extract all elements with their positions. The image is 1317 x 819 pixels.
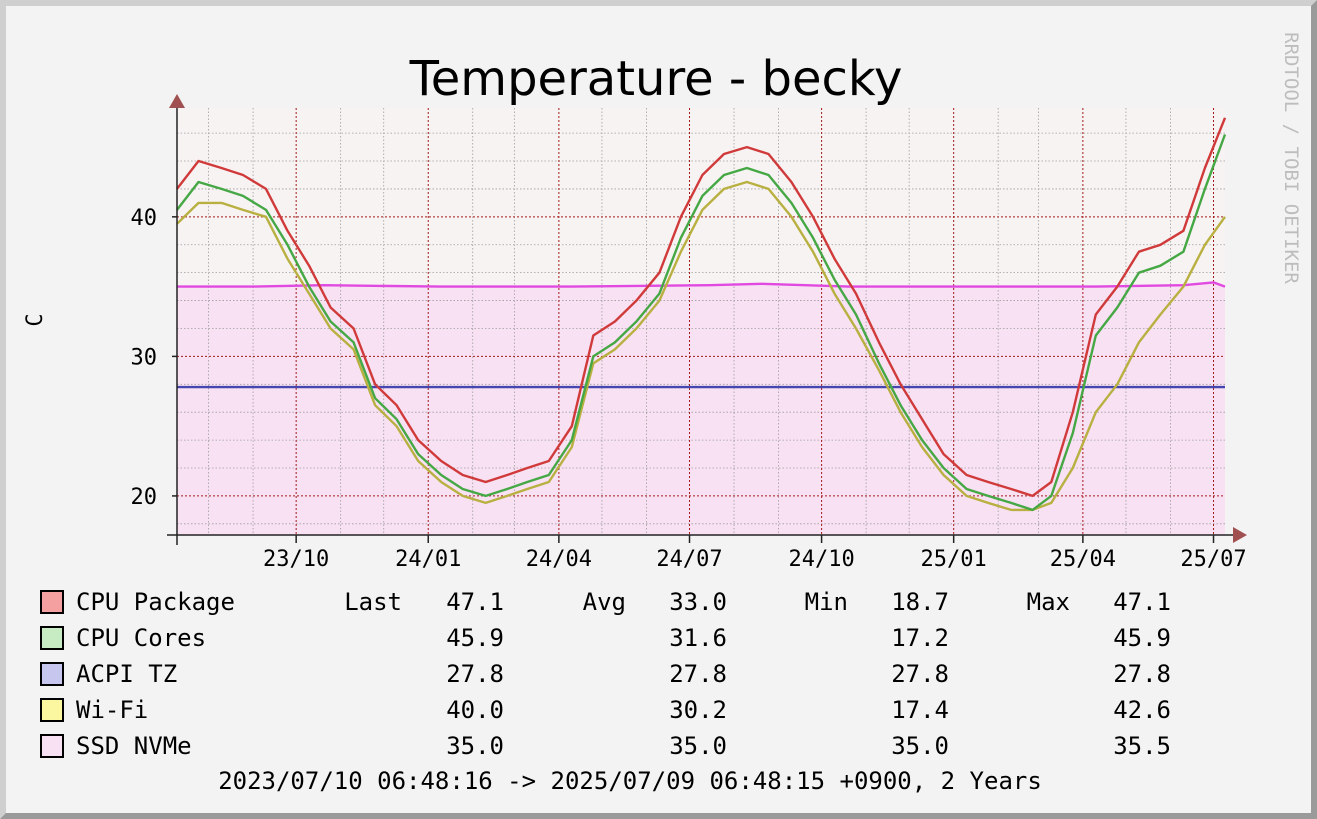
series-line-cpu-package <box>176 117 1227 498</box>
legend-avg-value: 35.0 <box>669 732 727 760</box>
plot-area: 20 30 40 23/10 24/01 24/04 24/07 24/10 25/01 25/0… <box>131 94 1247 572</box>
legend-last-value: 35.0 <box>446 732 504 760</box>
legend-last-value: 27.8 <box>446 660 504 688</box>
legend-swatch <box>40 590 64 614</box>
legend-series-name: CPU Cores <box>76 624 206 652</box>
watermark: RRDTOOL / TOBI OETIKER <box>1280 32 1302 284</box>
legend-swatch <box>40 734 64 758</box>
legend-header-last: Last <box>344 588 402 616</box>
y-tick-label: 30 <box>131 345 158 370</box>
legend-last-value: 40.0 <box>446 696 504 724</box>
x-tick-label: 24/07 <box>656 547 722 572</box>
x-axis-arrow <box>1233 527 1247 543</box>
legend-avg-value: 33.0 <box>669 588 727 616</box>
legend-header-max: Max <box>1027 588 1070 616</box>
legend-series-name: ACPI TZ <box>76 660 177 688</box>
x-tick-label: 25/04 <box>1050 547 1116 572</box>
legend-header-min: Min <box>805 588 848 616</box>
legend-avg-value: 30.2 <box>669 696 727 724</box>
x-tick-label: 24/04 <box>526 547 592 572</box>
legend-max-value: 45.9 <box>1113 624 1171 652</box>
legend-series-name: CPU Package <box>76 588 235 616</box>
legend-avg-value: 27.8 <box>669 660 727 688</box>
x-tick-label: 24/01 <box>395 547 461 572</box>
legend-swatch <box>40 698 64 722</box>
legend-avg-value: 31.6 <box>669 624 727 652</box>
legend-min-value: 17.2 <box>891 624 949 652</box>
chart-title: Temperature - becky <box>409 51 903 107</box>
legend: CPU Package Last Avg Min Max 47.1 33.0 18.7 47.1… <box>40 588 1171 760</box>
legend-min-value: 27.8 <box>891 660 949 688</box>
legend-last-value: 47.1 <box>446 588 504 616</box>
legend-last-value: 45.9 <box>446 624 504 652</box>
legend-header-avg: Avg <box>583 588 626 616</box>
legend-max-value: 42.6 <box>1113 696 1171 724</box>
legend-min-value: 35.0 <box>891 732 949 760</box>
legend-min-value: 18.7 <box>891 588 949 616</box>
y-axis-arrow <box>169 94 185 108</box>
x-tick-label: 25/07 <box>1180 547 1246 572</box>
legend-max-value: 35.5 <box>1113 732 1171 760</box>
legend-swatch <box>40 662 64 686</box>
series-line-wi-fi <box>176 180 1226 512</box>
legend-series-name: SSD NVMe <box>76 732 192 760</box>
legend-swatch <box>40 626 64 650</box>
legend-max-value: 47.1 <box>1113 588 1171 616</box>
series-line-cpu-cores <box>176 134 1227 512</box>
y-tick-label: 40 <box>131 206 158 231</box>
legend-series-name: Wi-Fi <box>76 696 148 724</box>
x-tick-label: 24/10 <box>788 547 854 572</box>
y-axis-label: C <box>23 313 48 326</box>
y-tick-label: 20 <box>131 485 158 510</box>
legend-max-value: 27.8 <box>1113 660 1171 688</box>
time-range-footer: 2023/07/10 06:48:16 -> 2025/07/09 06:48:… <box>218 767 1042 795</box>
x-tick-label: 23/10 <box>263 547 329 572</box>
legend-min-value: 17.4 <box>891 696 949 724</box>
x-tick-label: 25/01 <box>921 547 987 572</box>
ssd-nvme-area <box>177 282 1225 535</box>
